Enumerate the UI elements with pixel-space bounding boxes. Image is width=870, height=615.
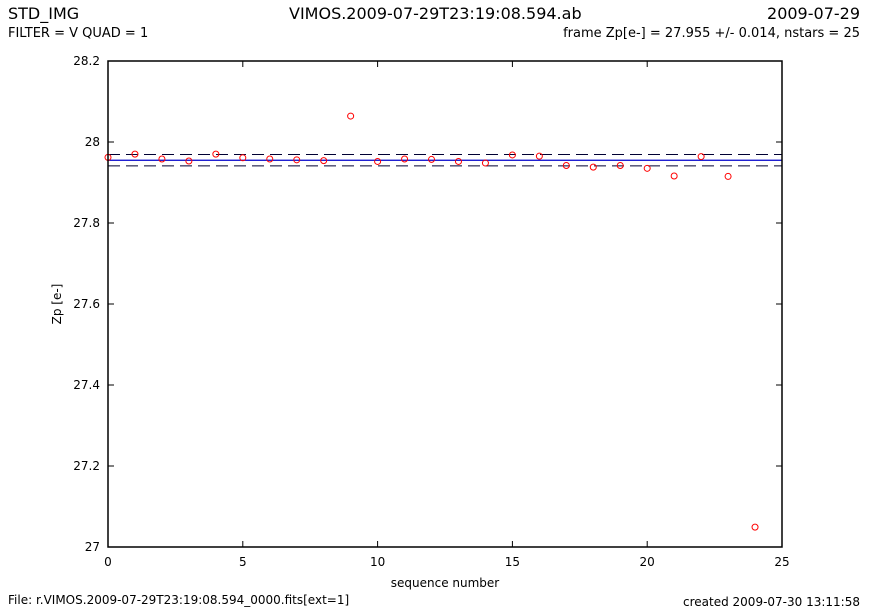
data-point [643, 164, 651, 172]
y-tick-label: 27.4 [73, 378, 100, 392]
x-tick-label: 5 [239, 555, 247, 569]
data-point [481, 159, 489, 167]
y-tick-label: 28 [85, 135, 100, 149]
created-footer: created 2009-07-30 13:11:58 [683, 595, 860, 609]
y-tick-label: 27.8 [73, 216, 100, 230]
data-point [212, 150, 220, 158]
x-tick-label: 20 [640, 555, 655, 569]
y-tick-label: 28.2 [73, 54, 100, 68]
x-tick-label: 0 [104, 555, 112, 569]
data-point [320, 157, 328, 165]
data-point [670, 172, 678, 180]
file-title: VIMOS.2009-07-29T23:19:08.594.ab [289, 4, 582, 23]
data-point [266, 155, 274, 163]
x-tick-label: 15 [505, 555, 520, 569]
frame-zp-label: frame Zp[e-] = 27.955 +/- 0.014, nstars … [563, 26, 860, 41]
data-point [535, 152, 543, 160]
data-point [374, 157, 382, 165]
program-name: STD_IMG [8, 4, 80, 23]
data-point [158, 155, 166, 163]
file-footer: File: r.VIMOS.2009-07-29T23:19:08.594_00… [8, 593, 350, 607]
x-tick-label: 10 [370, 555, 385, 569]
data-point [239, 154, 247, 162]
data-point [428, 155, 436, 163]
x-tick-label: 25 [774, 555, 789, 569]
y-tick-label: 27.2 [73, 459, 100, 473]
data-point [401, 155, 409, 163]
data-point [508, 151, 516, 159]
data-points [104, 112, 759, 531]
data-point [562, 161, 570, 169]
data-point [724, 172, 732, 180]
data-point [751, 523, 759, 531]
x-axis-label: sequence number [391, 576, 500, 590]
data-point [185, 157, 193, 165]
observation-date: 2009-07-29 [767, 4, 860, 23]
y-tick-label: 27 [85, 540, 100, 554]
data-point [293, 156, 301, 164]
data-point [454, 157, 462, 165]
data-point [131, 150, 139, 158]
data-point [347, 112, 355, 120]
zp-lines [108, 154, 782, 167]
y-axis-label: Zp [e-] [50, 284, 64, 325]
filter-quad-label: FILTER = V QUAD = 1 [8, 26, 149, 41]
data-point [616, 161, 624, 169]
data-point [697, 153, 705, 161]
axis-ticks: 0 5 10 15 20 25 27 27.2 27.4 27.6 27.8 28 28.2 [73, 54, 789, 569]
y-tick-label: 27.6 [73, 297, 100, 311]
data-point [589, 163, 597, 171]
plot-frame [107, 60, 783, 548]
